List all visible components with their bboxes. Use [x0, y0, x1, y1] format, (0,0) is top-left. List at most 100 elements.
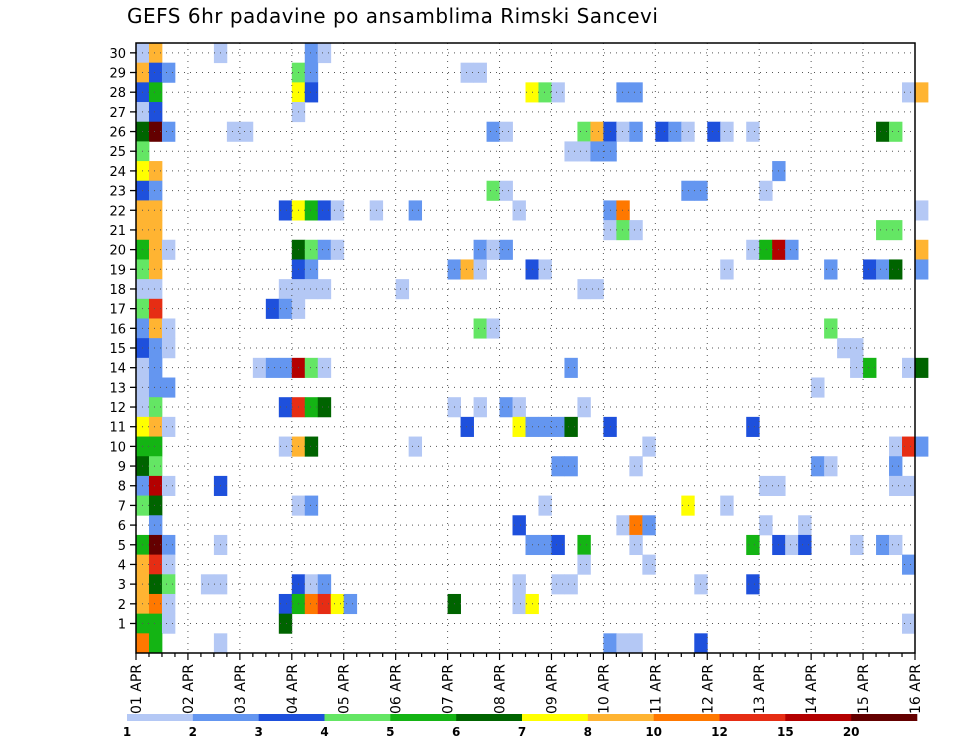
heatmap-cell	[902, 357, 916, 378]
heatmap-cell	[746, 574, 760, 595]
heatmap-cell	[902, 82, 916, 103]
heatmap-cell	[148, 102, 163, 123]
heatmap-cell	[642, 554, 656, 575]
heatmap-cell	[889, 475, 903, 496]
heatmap-cell	[720, 121, 734, 142]
heatmap-cell	[136, 633, 150, 654]
y-tick-label: 6	[118, 519, 126, 534]
heatmap-cell	[330, 200, 345, 221]
x-tick-label: 08 APR	[493, 664, 509, 714]
colorbar-label: 5	[386, 725, 394, 739]
heatmap-cell	[278, 613, 293, 634]
heatmap-cell	[876, 259, 890, 280]
heatmap-cell	[889, 456, 903, 477]
heatmap-cell	[200, 574, 215, 595]
heatmap-cell	[499, 121, 513, 142]
colorbar-label: 7	[518, 725, 526, 739]
heatmap-cell	[603, 633, 617, 654]
y-tick-label: 12	[109, 401, 126, 416]
heatmap-cell	[161, 239, 176, 260]
y-tick-label: 9	[118, 460, 126, 475]
y-tick-label: 25	[109, 145, 126, 160]
heatmap-cell	[317, 43, 332, 64]
heatmap-cell	[759, 239, 773, 260]
heatmap-cell	[889, 121, 903, 142]
y-tick-label: 19	[109, 263, 126, 278]
heatmap-cell	[629, 121, 643, 142]
x-tick-label: 10 APR	[596, 664, 612, 714]
colorbar-label: 1	[123, 725, 131, 739]
heatmap-cell	[616, 220, 630, 241]
colorbar-swatch	[390, 714, 457, 721]
heatmap-cell	[551, 456, 565, 477]
heatmap-cell	[876, 220, 890, 241]
heatmap-cell	[824, 259, 838, 280]
heatmap-cell	[590, 121, 604, 142]
heatmap-cell	[148, 377, 163, 398]
heatmap-cell	[304, 82, 319, 103]
heatmap-cell	[538, 259, 552, 280]
heatmap-cell	[668, 121, 682, 142]
heatmap-cell	[408, 436, 423, 457]
y-tick-label: 29	[109, 67, 126, 82]
heatmap-cell	[551, 416, 565, 437]
x-tick-label: 01 APR	[129, 664, 145, 714]
heatmap-cell	[148, 121, 163, 142]
heatmap-cell	[148, 220, 163, 241]
heatmap-cell	[551, 574, 565, 595]
heatmap-cell	[148, 495, 163, 516]
heatmap-cell	[317, 279, 332, 300]
x-tick-label: 04 APR	[285, 664, 301, 714]
x-tick-label: 16 APR	[908, 664, 924, 714]
colorbar-swatch	[785, 714, 852, 721]
heatmap-cell	[239, 121, 254, 142]
heatmap-cell	[655, 121, 669, 142]
heatmap-cell	[148, 338, 163, 359]
y-tick-label: 20	[109, 244, 126, 259]
y-tick-label: 24	[109, 165, 126, 180]
heatmap-cell	[408, 200, 423, 221]
heatmap-cells	[136, 43, 929, 654]
heatmap-cell	[148, 633, 163, 654]
heatmap-cell	[564, 574, 578, 595]
y-tick-label: 11	[109, 421, 126, 436]
heatmap-cell	[902, 554, 916, 575]
x-tick-label: 11 APR	[648, 664, 664, 714]
heatmap-cell	[304, 495, 319, 516]
heatmap-cell	[473, 62, 487, 83]
y-tick-label: 16	[109, 322, 126, 337]
heatmap-cell	[161, 534, 176, 556]
x-tick-label: 15 APR	[856, 664, 872, 714]
heatmap-cell	[317, 239, 332, 260]
x-tick-label: 13 APR	[752, 664, 768, 714]
heatmap-cell	[616, 121, 630, 142]
heatmap-cell	[161, 121, 176, 142]
heatmap-cell	[564, 456, 578, 477]
heatmap-cell	[707, 121, 721, 142]
heatmap-cell	[473, 239, 487, 260]
heatmap-cell	[499, 397, 513, 418]
heatmap-cell	[148, 416, 163, 437]
heatmap-cell	[759, 180, 773, 201]
x-tick-label: 07 APR	[441, 664, 457, 714]
heatmap-cell	[902, 613, 916, 634]
heatmap-cell	[278, 200, 293, 221]
heatmap-cell	[460, 416, 474, 437]
heatmap-cell	[512, 593, 526, 615]
y-tick-label: 3	[118, 578, 126, 593]
heatmap-cell	[590, 141, 604, 162]
heatmap-cell	[473, 318, 487, 339]
heatmap-cell	[824, 456, 838, 477]
heatmap-cell	[824, 318, 838, 339]
heatmap-cell	[213, 633, 228, 654]
colorbar-swatch	[653, 714, 720, 721]
heatmap-cell	[616, 515, 630, 536]
heatmap-cell	[863, 259, 877, 280]
heatmap-cell	[460, 259, 474, 280]
colorbar-label: 10	[645, 725, 662, 739]
heatmap-cell	[161, 338, 176, 359]
heatmap-cell	[278, 593, 293, 615]
colorbar-label: 6	[452, 725, 460, 739]
y-tick-label: 1	[118, 617, 126, 632]
